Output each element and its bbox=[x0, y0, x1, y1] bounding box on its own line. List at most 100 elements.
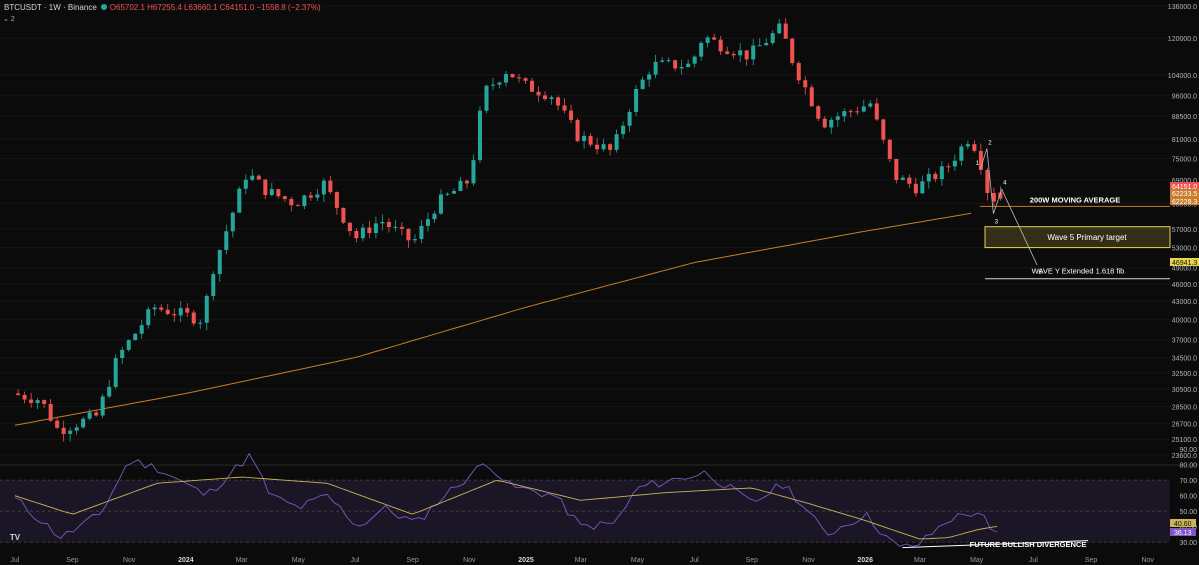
candle-body bbox=[530, 80, 535, 92]
candle-body bbox=[796, 63, 801, 81]
rsi-ma-tag-bg bbox=[1170, 519, 1196, 527]
fib-label: WAVE Y Extended 1.618 fib bbox=[1032, 267, 1125, 276]
candle-body bbox=[601, 144, 606, 150]
chart-header: BTCUSDT · 1W · Binance O65702.1 H67255.4 … bbox=[4, 3, 321, 12]
rsi-panel: FUTURE BULLISH DIVERGENCE bbox=[14, 452, 1089, 549]
candle-body bbox=[608, 144, 613, 150]
ma-label: 200W MOVING AVERAGE bbox=[1030, 195, 1120, 204]
time-axis-tick: Sep bbox=[406, 557, 419, 564]
price-axis-tick: 136000.0 bbox=[1168, 4, 1197, 11]
price-axis-tick: 96000.0 bbox=[1172, 93, 1197, 100]
candle-body bbox=[855, 111, 860, 113]
symbol-title[interactable]: BTCUSDT · 1W · Binance bbox=[4, 3, 97, 12]
candle-body bbox=[575, 119, 580, 142]
candle-body bbox=[354, 231, 359, 239]
price-tag: 62228.3 bbox=[1172, 199, 1197, 206]
price-axis-tick: 81000.0 bbox=[1172, 137, 1197, 144]
price-axis-tick: 57000.0 bbox=[1172, 227, 1197, 234]
candle-body bbox=[712, 37, 717, 40]
candle-body bbox=[536, 91, 541, 96]
rsi-axis-tick: 30.00 bbox=[1179, 540, 1197, 547]
candle-body bbox=[881, 119, 886, 140]
candle-body bbox=[718, 39, 723, 52]
candle-body bbox=[692, 56, 697, 64]
price-axis-tick: 40000.0 bbox=[1172, 318, 1197, 325]
candle-body bbox=[328, 180, 333, 193]
candle-body bbox=[282, 196, 287, 200]
candle-body bbox=[55, 420, 60, 428]
time-axis-tick: Nov bbox=[123, 557, 136, 564]
candle-body bbox=[451, 190, 456, 194]
candle-body bbox=[549, 97, 554, 100]
candle-body bbox=[764, 42, 769, 46]
indicator-collapse-badge[interactable]: ⌄ 2 bbox=[3, 16, 15, 23]
candle-body bbox=[913, 183, 918, 194]
candle-body bbox=[360, 227, 365, 239]
wave-label-2: 2 bbox=[988, 141, 992, 147]
candle-body bbox=[725, 51, 730, 54]
candle-body bbox=[490, 84, 496, 86]
time-axis-tick: Mar bbox=[575, 557, 588, 564]
wave-label-3: 3 bbox=[995, 220, 999, 226]
candle-body bbox=[237, 188, 242, 213]
candle-body bbox=[471, 160, 476, 184]
candle-body bbox=[126, 340, 131, 350]
time-axis-tick: Mar bbox=[236, 557, 249, 564]
candle-body bbox=[783, 23, 788, 39]
candle-body bbox=[386, 221, 391, 228]
candle-body bbox=[35, 400, 40, 404]
candle-body bbox=[159, 307, 164, 310]
time-axis-tick: 2025 bbox=[518, 557, 534, 564]
candle-body bbox=[120, 349, 125, 359]
price-axis-tick: 120000.0 bbox=[1168, 36, 1197, 43]
candle-body bbox=[172, 314, 177, 316]
price-tag: 64151.0 bbox=[1172, 184, 1197, 191]
rsi-tag-bg bbox=[1170, 528, 1196, 536]
time-axis-tick: May bbox=[631, 557, 645, 564]
price-axis-tick: 53000.0 bbox=[1172, 246, 1197, 253]
price-axis-tick: 88500.0 bbox=[1172, 114, 1197, 121]
candle-body bbox=[302, 195, 307, 207]
candle-body bbox=[666, 60, 671, 62]
candle-body bbox=[640, 79, 645, 90]
time-axis-tick: Sep bbox=[746, 557, 759, 564]
price-axis-tick: 75000.0 bbox=[1172, 157, 1197, 164]
candle-body bbox=[29, 399, 34, 404]
candle-body bbox=[204, 295, 209, 323]
candle-body bbox=[256, 175, 261, 180]
price-axis-tick: 28500.0 bbox=[1172, 405, 1197, 412]
candle-body bbox=[744, 50, 749, 60]
candle-body bbox=[152, 307, 157, 310]
price-tag-bg bbox=[1170, 258, 1199, 266]
candle-body bbox=[790, 38, 795, 64]
price-axis-tick: 49000.0 bbox=[1172, 266, 1197, 273]
candle-body bbox=[751, 45, 756, 60]
time-axis-tick: Nov bbox=[463, 557, 476, 564]
rsi-ma-tag: 40.60 bbox=[1174, 521, 1192, 528]
candle-body bbox=[933, 173, 938, 180]
rsi-axis-tick: 60.00 bbox=[1179, 494, 1197, 501]
candle-body bbox=[146, 309, 151, 326]
candle-body bbox=[777, 23, 782, 34]
rsi-axis-tick: 90.00 bbox=[1179, 447, 1197, 454]
ohlc-readout: O65702.1 H67255.4 L63660.1 C64151.0 −155… bbox=[109, 3, 321, 12]
candle-body bbox=[731, 53, 736, 56]
price-axis-tick: 104000.0 bbox=[1168, 73, 1197, 80]
candle-body bbox=[842, 111, 847, 117]
candle-body bbox=[133, 333, 138, 341]
wave-label-4: 4 bbox=[1003, 180, 1007, 186]
candle-body bbox=[107, 386, 112, 397]
candle-body bbox=[321, 180, 326, 195]
candle-body bbox=[627, 111, 632, 126]
candle-body bbox=[517, 77, 522, 79]
candle-body bbox=[809, 87, 814, 107]
candle-body bbox=[308, 195, 313, 198]
time-axis-tick: Jul bbox=[351, 557, 360, 564]
candles bbox=[16, 18, 1003, 442]
candle-body bbox=[939, 166, 944, 180]
candle-body bbox=[230, 212, 235, 232]
candle-body bbox=[22, 394, 27, 400]
candle-body bbox=[217, 249, 222, 275]
rsi-axis-tick: 70.00 bbox=[1179, 478, 1197, 485]
